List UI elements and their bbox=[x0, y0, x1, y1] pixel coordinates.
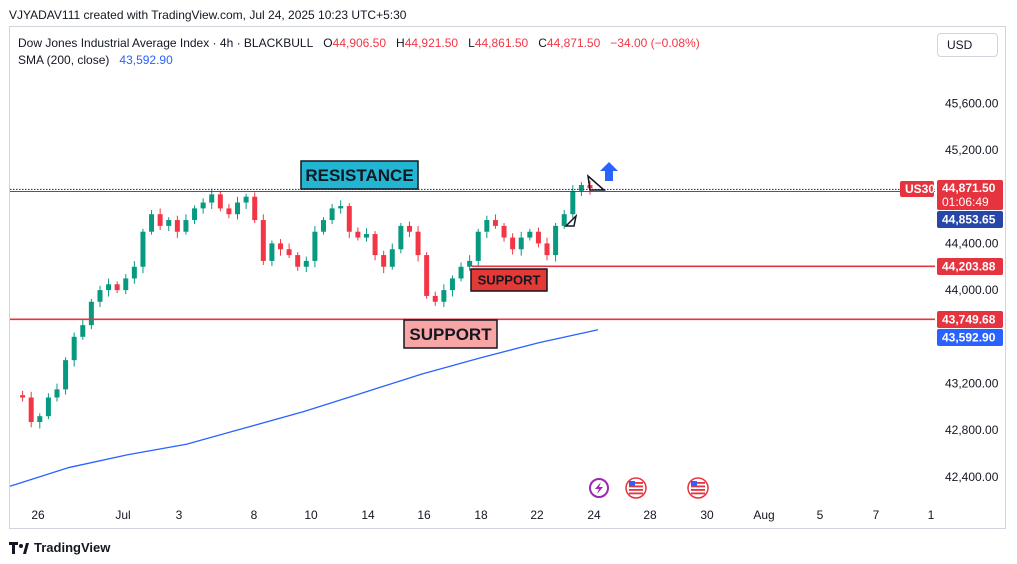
close-label: C bbox=[538, 36, 547, 50]
change-value: −34.00 (−0.08%) bbox=[610, 36, 700, 50]
footer-brand: TradingView bbox=[34, 540, 111, 555]
chart-legend: Dow Jones Industrial Average Index · 4h … bbox=[18, 35, 700, 69]
open-label: O bbox=[323, 36, 333, 50]
high-value: 44,921.50 bbox=[404, 36, 459, 50]
chart-frame bbox=[9, 26, 1006, 529]
high-label: H bbox=[396, 36, 405, 50]
tradingview-logo-icon bbox=[9, 541, 29, 554]
sma-value: 43,592.90 bbox=[119, 53, 173, 67]
currency-button[interactable]: USD bbox=[937, 33, 998, 57]
low-label: L bbox=[468, 36, 475, 50]
attribution-text: VJYADAV111 created with TradingView.com,… bbox=[9, 8, 407, 22]
sma-row: SMA (200, close) 43,592.90 bbox=[18, 52, 700, 69]
close-value: 44,871.50 bbox=[546, 36, 601, 50]
instrument-name[interactable]: Dow Jones Industrial Average Index · 4h … bbox=[18, 36, 314, 50]
sma-label[interactable]: SMA (200, close) bbox=[18, 53, 110, 67]
open-value: 44,906.50 bbox=[332, 36, 387, 50]
low-value: 44,861.50 bbox=[474, 36, 529, 50]
tradingview-footer[interactable]: TradingView bbox=[9, 540, 110, 555]
ohlc-row: Dow Jones Industrial Average Index · 4h … bbox=[18, 35, 700, 52]
